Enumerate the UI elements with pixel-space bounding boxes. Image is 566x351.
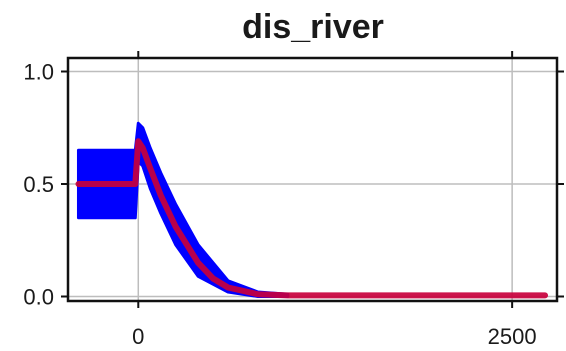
plot-frame	[66, 56, 559, 303]
tick-labels: 0 2500 0.0 0.5 1.0	[23, 60, 536, 350]
series-band-0	[76, 121, 290, 298]
x-tick-label-1: 2500	[488, 324, 537, 349]
y-tick-label-2: 1.0	[23, 60, 54, 85]
plot-area	[75, 121, 549, 299]
y-tick-label-0: 0.0	[23, 285, 54, 310]
axis-ticks	[61, 51, 564, 308]
x-tick-label-0: 0	[132, 324, 144, 349]
grid-lines	[68, 58, 557, 301]
series-line-1	[75, 138, 549, 299]
chart-title: dis_river	[242, 8, 384, 46]
y-tick-label-1: 0.5	[23, 172, 54, 197]
